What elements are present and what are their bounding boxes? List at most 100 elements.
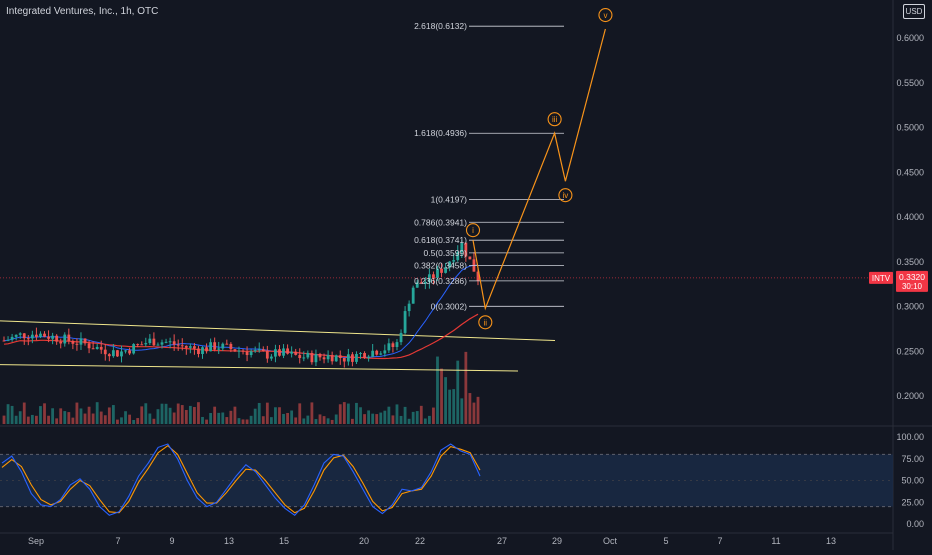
candle-body: [278, 349, 281, 356]
volume-bar: [168, 407, 172, 424]
candle-body: [22, 333, 26, 339]
fib-level-label: 0.786(0.3941): [414, 217, 467, 227]
candle-body: [128, 350, 131, 354]
volume-bar: [184, 410, 188, 424]
fib-level-label: 0.382(0.3458): [414, 261, 467, 271]
price-tick-label: 0.5000: [896, 123, 924, 133]
volume-bar: [71, 417, 75, 424]
volume-bar: [213, 406, 217, 424]
candle-body: [257, 349, 261, 351]
candle-body: [201, 347, 204, 354]
wave-marker: [465, 223, 481, 238]
volume-bar: [391, 415, 395, 424]
volume-bar: [399, 415, 403, 424]
candle-body: [79, 338, 83, 345]
candle-body: [55, 335, 59, 342]
symbol-tag: [869, 271, 893, 284]
volume-bar: [221, 412, 225, 424]
volume-bar: [111, 405, 115, 424]
volume-bar: [249, 415, 253, 424]
volume-bar: [10, 405, 14, 424]
volume-bar: [14, 415, 18, 424]
candle-body: [249, 351, 253, 356]
volume-bar: [217, 412, 221, 424]
volume-bar: [432, 407, 435, 424]
candle-body: [436, 268, 439, 279]
price-tick-label: 0.5500: [896, 78, 924, 88]
volume-bar: [152, 418, 156, 424]
candle-body: [330, 355, 334, 362]
price-tick-label: 0.4500: [896, 167, 924, 177]
volume-bar: [330, 419, 334, 424]
volume-bar: [253, 408, 257, 424]
candle-body: [209, 342, 213, 352]
channel-lower-line: [0, 364, 519, 372]
candle-body: [144, 343, 148, 345]
volume-bar: [468, 393, 472, 424]
candle-body: [403, 311, 407, 333]
volume-bar: [387, 406, 391, 424]
candle-body: [460, 242, 464, 252]
volume-bar: [436, 356, 439, 424]
wave-label: ii: [484, 318, 488, 327]
volume-bar: [395, 404, 399, 424]
volume-bar: [342, 402, 346, 424]
candle-body: [359, 353, 362, 355]
time-tick-label: 11: [771, 536, 780, 546]
volume-bar: [140, 406, 144, 424]
time-tick-label: 29: [552, 536, 562, 546]
volume-bar: [83, 413, 87, 424]
volume-bar: [160, 403, 164, 424]
price-tick-label: 0.6000: [896, 33, 924, 43]
time-tick-label: Sep: [28, 536, 44, 546]
volume-bar: [51, 408, 55, 424]
volume-bar: [419, 405, 423, 424]
volume-bar: [472, 402, 476, 424]
candle-body: [318, 353, 322, 358]
volume-bar: [156, 409, 160, 424]
oscillator-axis[interactable]: 100.00 75.00 50.00 25.00 0.00: [896, 432, 924, 529]
volume-bar: [47, 415, 50, 424]
volume-bar: [193, 407, 196, 424]
oscillator-tick-label: 75.00: [901, 454, 924, 464]
candle-body: [148, 338, 152, 344]
volume-bar: [63, 411, 67, 424]
fibonacci-levels[interactable]: 2.618(0.6132) 1.618(0.4936) 1(0.4197) 0.786…: [414, 21, 564, 311]
volume-bar: [351, 418, 354, 424]
candle-body: [334, 355, 338, 362]
stochastic-k-line: [1, 443, 481, 517]
fib-level-label: 1(0.4197): [431, 194, 468, 204]
candle-body: [188, 346, 192, 348]
volume-bar: [326, 418, 330, 424]
volume-bar: [229, 410, 233, 424]
candle-body: [423, 282, 427, 284]
price-axis[interactable]: 0.6000 0.5500 0.5000 0.4500 0.4000 0.3500 0.30…: [896, 33, 924, 401]
currency-button[interactable]: USD: [903, 4, 925, 19]
candle-body: [448, 261, 452, 268]
candle-body: [432, 274, 435, 279]
wave-path: [472, 28, 606, 311]
price-tick-label: 0.2500: [896, 346, 924, 356]
time-tick-label: 13: [224, 536, 234, 546]
volume-bar: [2, 415, 6, 424]
volume-bar: [43, 403, 46, 424]
candle-body: [286, 348, 289, 354]
price-tick-label: 0.4000: [896, 212, 924, 222]
candle-body: [346, 354, 350, 362]
channel-lines[interactable]: [0, 320, 556, 372]
volume-bar: [87, 406, 91, 424]
volume-bar: [456, 360, 460, 424]
candle-body: [152, 338, 156, 346]
volume-bar: [201, 416, 204, 424]
candle-body: [217, 348, 221, 350]
candle-body: [51, 335, 55, 339]
candle-body: [261, 349, 265, 352]
candle-body: [274, 349, 277, 357]
time-axis[interactable]: Sep 7 9 13 15 20 22 27 29 Oct 5 7 11 13: [28, 536, 836, 546]
candle-body: [87, 343, 91, 349]
candle-body: [452, 260, 456, 262]
candles[interactable]: [2, 239, 480, 368]
